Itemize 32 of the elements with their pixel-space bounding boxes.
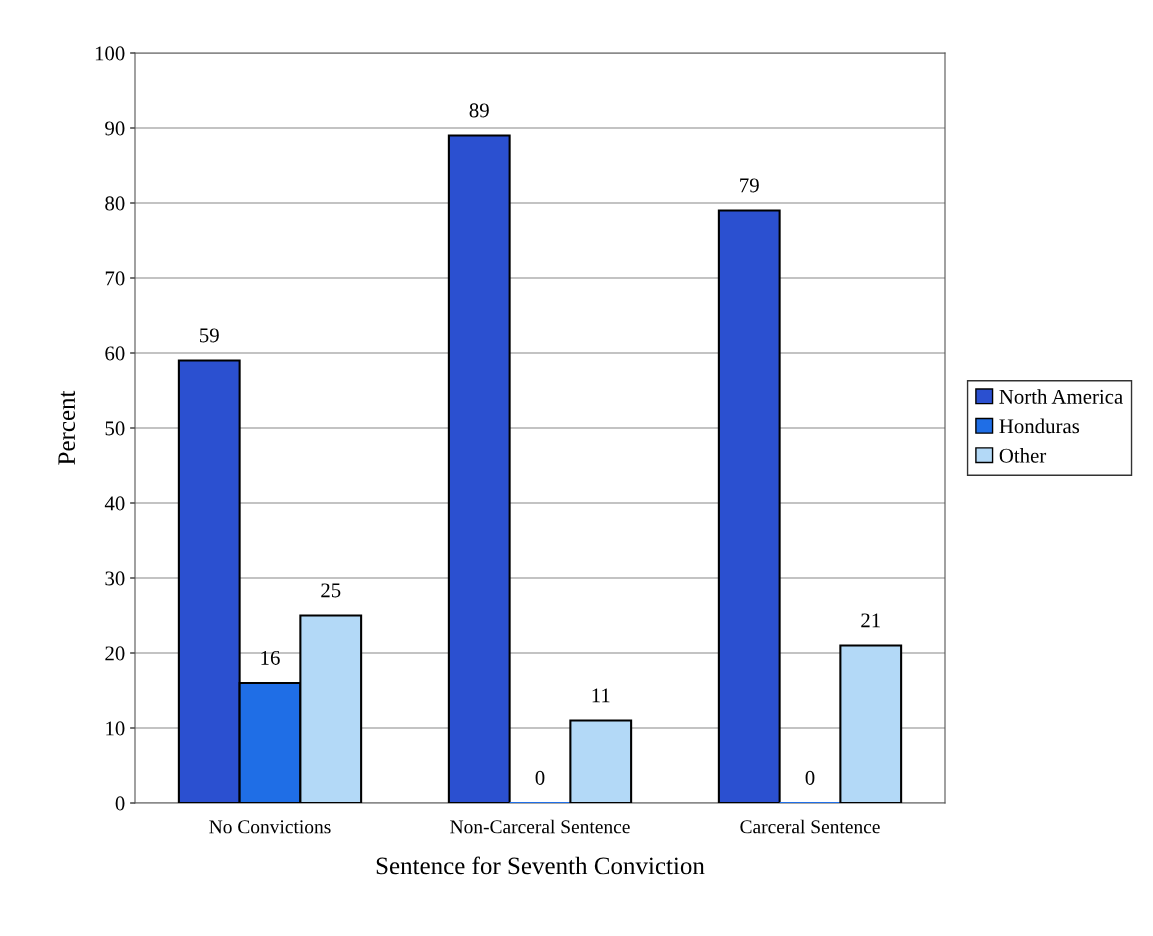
data-label: 16 bbox=[261, 650, 280, 665]
y-axis-title: Percent bbox=[58, 390, 76, 465]
legend-label: Honduras bbox=[999, 418, 1080, 434]
data-label: 21 bbox=[861, 613, 880, 628]
x-tick-label: No Convictions bbox=[209, 820, 331, 834]
bar bbox=[569, 719, 633, 803]
x-tick-label: Non-Carceral Sentence bbox=[450, 819, 630, 834]
legend-label: Other bbox=[999, 448, 1047, 463]
bar bbox=[447, 134, 511, 803]
y-tick-label: 10 bbox=[106, 721, 125, 736]
y-tick-label: 30 bbox=[105, 571, 125, 586]
data-label: 59 bbox=[200, 328, 219, 343]
data-label: 89 bbox=[469, 103, 489, 118]
y-tick-label: 100 bbox=[95, 46, 125, 61]
y-tick-label: 40 bbox=[104, 496, 125, 511]
x-tick-label: Carceral Sentence bbox=[740, 819, 880, 834]
y-tick-label: 50 bbox=[105, 421, 125, 436]
bar bbox=[717, 209, 781, 803]
y-tick-label: 90 bbox=[105, 121, 125, 136]
y-tick-label: 80 bbox=[105, 196, 125, 211]
y-tick-label: 60 bbox=[105, 346, 125, 361]
y-tick-label: 20 bbox=[105, 646, 125, 661]
data-label: 0 bbox=[535, 770, 545, 785]
data-label: 11 bbox=[592, 688, 610, 703]
y-tick-label: 70 bbox=[105, 271, 125, 286]
x-axis-title: Sentence for Seventh Conviction bbox=[376, 856, 705, 875]
data-label: 79 bbox=[740, 178, 759, 193]
data-label: 25 bbox=[321, 583, 341, 598]
bar bbox=[839, 644, 903, 803]
legend-label: North America bbox=[999, 389, 1123, 404]
y-tick-label: 0 bbox=[115, 796, 125, 811]
data-label: 0 bbox=[805, 770, 815, 785]
